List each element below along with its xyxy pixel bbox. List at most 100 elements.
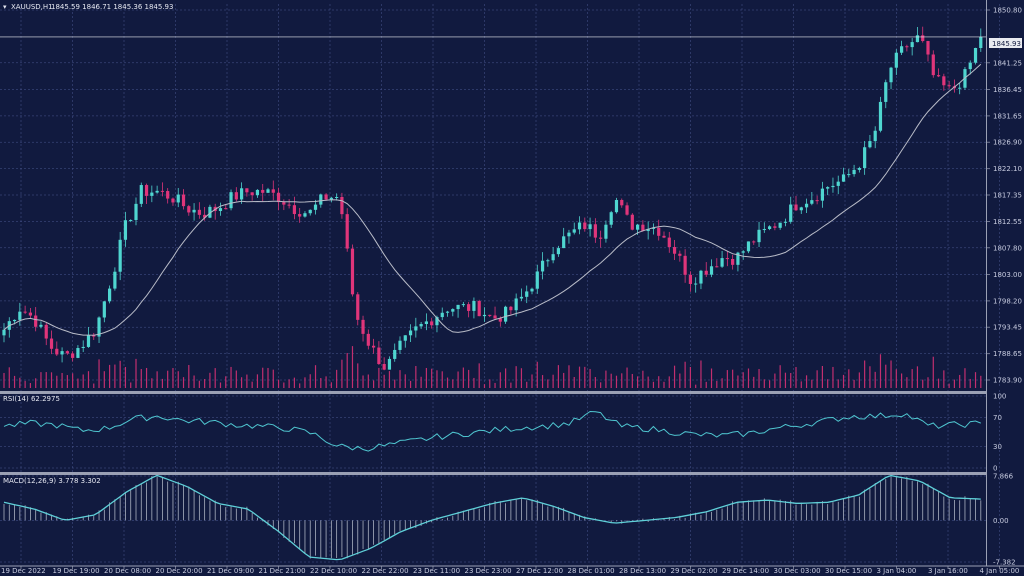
candle-body	[762, 229, 766, 231]
time-tick-label: 23 Dec 11:00	[413, 567, 460, 575]
candle-body	[847, 174, 851, 176]
candle-body	[493, 315, 497, 319]
candle-body	[229, 192, 233, 209]
candle-body	[372, 345, 376, 348]
candle-body	[361, 319, 365, 334]
candle-body	[308, 209, 312, 214]
pane-separator	[0, 472, 986, 475]
candle-body	[577, 222, 582, 230]
time-tick-label: 3 Jan 04:00	[877, 567, 917, 575]
candle-body	[408, 330, 413, 336]
candle-body	[915, 35, 920, 43]
time-tick-label: 20 Dec 20:00	[156, 567, 203, 575]
candle-body	[688, 274, 692, 284]
candle-body	[419, 324, 423, 327]
candle-body	[678, 253, 682, 256]
price-tick-label: 1822.10	[993, 165, 1022, 173]
candle-body	[467, 304, 471, 311]
candle-body	[435, 317, 439, 326]
candle-body	[857, 168, 861, 170]
time-tick-label: 22 Dec 10:00	[310, 567, 357, 575]
candle-body	[540, 260, 545, 272]
candle-body	[636, 224, 640, 230]
pane-separator	[0, 391, 986, 394]
candle-body	[826, 187, 830, 189]
candle-body	[377, 347, 381, 364]
candle-body	[160, 190, 164, 192]
candle-body	[387, 358, 392, 370]
candle-body	[234, 192, 238, 200]
candle-body	[752, 241, 756, 243]
candle-body	[150, 192, 154, 196]
price-tick-label: 1841.25	[993, 59, 1022, 67]
candle-body	[39, 324, 43, 327]
candle-body	[572, 229, 576, 233]
candle-body	[329, 197, 333, 200]
candle-body	[92, 334, 96, 337]
candle-body	[472, 300, 476, 311]
candle-body	[398, 340, 402, 350]
candle-body	[556, 248, 560, 255]
candle-body	[488, 314, 492, 316]
macd-tick-label: 7.866	[993, 473, 1014, 481]
candle-body	[810, 200, 814, 204]
time-tick-label: 21 Dec 09:00	[207, 567, 254, 575]
price-tick-label: 1807.80	[993, 244, 1022, 252]
candle-body	[261, 189, 265, 193]
time-tick-label: 20 Dec 08:00	[104, 567, 151, 575]
candle-body	[393, 349, 397, 359]
candle-body	[18, 311, 22, 320]
candle-body	[731, 258, 735, 265]
candle-body	[868, 141, 872, 148]
price-pane-header: ▾ XAUUSD,H1 1845.59 1846.71 1845.36 1845…	[3, 3, 173, 11]
candle-body	[440, 312, 444, 318]
candle-body	[567, 232, 571, 237]
candle-body	[356, 294, 360, 320]
candle-body	[477, 300, 481, 317]
candle-body	[292, 205, 296, 215]
candle-body	[546, 260, 550, 262]
macd-tick-label: 0.00	[993, 517, 1009, 525]
candle-body	[704, 270, 708, 275]
candle-body	[646, 228, 650, 232]
candle-body	[926, 41, 930, 55]
collapse-triangle-icon[interactable]: ▾	[3, 3, 7, 11]
candle-body	[667, 237, 671, 248]
price-tick-label: 1793.45	[993, 324, 1022, 332]
candle-body	[456, 304, 460, 310]
rsi-axis: 100 70 30 0	[993, 393, 1006, 473]
candle-body	[593, 224, 597, 238]
current-price-tag-label: 1845.93	[992, 40, 1021, 48]
candle-body	[599, 237, 603, 239]
candle-body	[12, 319, 17, 322]
candle-body	[445, 311, 450, 313]
candle-body	[451, 309, 455, 312]
price-tick-label: 1798.20	[993, 297, 1022, 305]
time-tick-label: 30 Dec 03:00	[774, 567, 821, 575]
candle-body	[60, 351, 64, 355]
candle-body	[519, 296, 524, 299]
candlesticks[interactable]	[2, 26, 983, 371]
candle-body	[509, 306, 513, 311]
candle-body	[884, 82, 888, 102]
candle-body	[81, 346, 85, 349]
candle-body	[789, 204, 793, 222]
macd-signal-line	[3, 474, 981, 561]
price-tick-label: 1836.45	[993, 86, 1022, 94]
candle-body	[171, 198, 175, 203]
candle-body	[905, 46, 909, 48]
ohlc-values: 1845.59 1846.71 1845.36 1845.93	[51, 3, 173, 11]
candle-body	[836, 181, 840, 186]
time-tick-label: 29 Dec 14:00	[722, 567, 769, 575]
candle-body	[144, 185, 149, 196]
candle-body	[49, 338, 54, 349]
candle-body	[683, 255, 687, 275]
candle-body	[910, 42, 914, 48]
current-price-tag	[989, 38, 1022, 48]
candle-body	[815, 200, 819, 202]
candle-body	[366, 333, 370, 346]
time-tick-label: 23 Dec 23:00	[465, 567, 512, 575]
candle-body	[651, 227, 656, 229]
